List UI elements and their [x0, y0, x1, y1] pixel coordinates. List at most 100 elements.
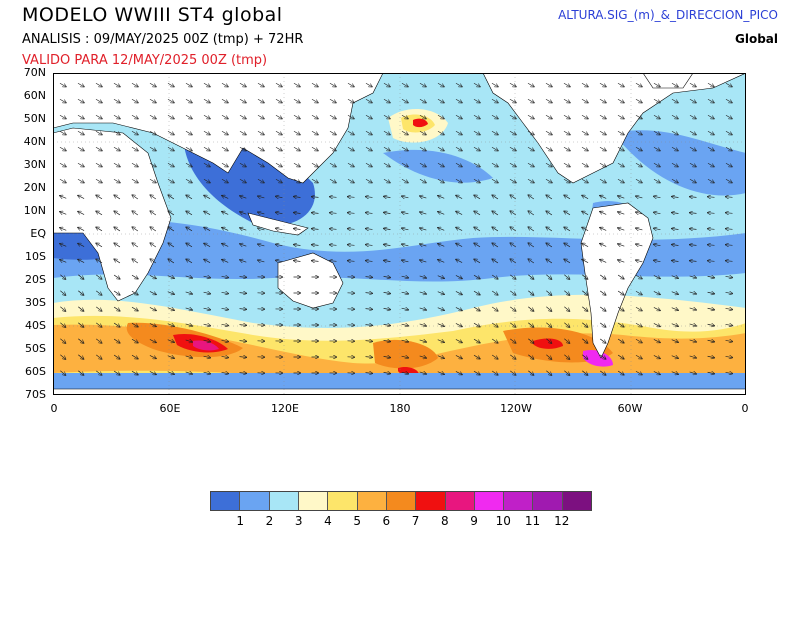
direction-arrow	[473, 338, 480, 343]
storm-core	[193, 340, 219, 351]
direction-arrow	[419, 292, 427, 294]
direction-arrow	[708, 245, 715, 246]
direction-arrow	[402, 212, 409, 214]
direction-arrow	[95, 162, 102, 167]
direction-arrow	[132, 259, 139, 264]
direction-arrow	[654, 244, 661, 245]
lon-label: 120W	[500, 402, 532, 415]
direction-arrow	[509, 82, 516, 87]
direction-arrow	[167, 178, 174, 183]
calm-zone	[53, 219, 746, 282]
direction-arrow	[221, 308, 229, 309]
direction-arrow	[437, 98, 444, 103]
direction-arrow	[113, 306, 120, 311]
direction-arrow	[419, 162, 426, 167]
direction-arrow	[473, 290, 480, 295]
direction-arrow	[77, 146, 84, 151]
direction-arrow	[131, 274, 138, 279]
direction-arrow	[275, 98, 282, 103]
direction-arrow	[599, 306, 606, 311]
direction-arrow	[383, 178, 390, 183]
direction-arrow	[276, 244, 283, 245]
direction-arrow	[402, 196, 409, 198]
direction-arrow	[546, 259, 553, 264]
direction-arrow	[582, 195, 589, 199]
direction-arrow	[455, 114, 462, 119]
direction-arrow	[528, 259, 535, 264]
lat-label: 70S	[25, 388, 46, 401]
color-scale-label: 3	[294, 514, 303, 528]
direction-arrow	[384, 196, 391, 197]
direction-arrow	[564, 195, 571, 200]
direction-arrow	[438, 260, 445, 263]
direction-arrow	[150, 243, 157, 248]
direction-arrow	[653, 323, 660, 326]
lon-label: 60E	[159, 402, 181, 415]
direction-arrow	[402, 260, 409, 262]
direction-arrow	[420, 212, 427, 214]
direction-arrow	[113, 114, 120, 119]
direction-arrow	[473, 114, 480, 119]
direction-arrow	[563, 130, 570, 135]
direction-arrow	[239, 277, 247, 278]
direction-arrow	[437, 292, 444, 295]
direction-arrow	[527, 146, 534, 151]
direction-arrow	[635, 338, 642, 343]
direction-arrow	[185, 114, 192, 119]
direction-arrow	[203, 276, 211, 278]
lat-label: EQ	[30, 227, 46, 240]
direction-arrow	[114, 211, 121, 216]
direction-arrow	[312, 245, 319, 246]
direction-arrow	[545, 162, 552, 167]
direction-arrow	[60, 274, 65, 279]
direction-arrow	[167, 324, 174, 327]
direction-arrow	[707, 130, 714, 135]
direction-arrow	[203, 178, 210, 183]
direction-arrow	[725, 130, 732, 135]
color-swatch	[416, 492, 446, 510]
direction-arrow	[653, 307, 660, 310]
direction-arrow	[347, 162, 354, 167]
direction-arrow	[329, 162, 336, 167]
direction-arrow	[599, 114, 606, 119]
direction-arrow	[437, 178, 444, 183]
direction-arrow	[546, 370, 551, 375]
direction-arrow	[257, 178, 264, 183]
direction-arrow	[239, 357, 247, 358]
direction-arrow	[167, 292, 174, 295]
direction-arrow	[527, 114, 534, 119]
direction-arrow	[581, 178, 588, 183]
direction-arrow	[725, 308, 733, 309]
direction-arrow	[635, 274, 642, 279]
direction-arrow	[419, 324, 427, 326]
direction-arrow	[60, 338, 65, 343]
direction-arrow	[383, 82, 390, 87]
color-swatch	[445, 492, 475, 510]
direction-arrow	[617, 370, 624, 375]
direction-arrow	[221, 82, 228, 87]
direction-arrow	[365, 325, 373, 326]
direction-arrow	[167, 146, 174, 151]
direction-arrow	[185, 356, 193, 358]
peak-direction-arrows	[59, 82, 733, 375]
direction-arrow	[149, 307, 156, 310]
direction-arrow	[113, 290, 120, 295]
direction-arrow	[78, 354, 83, 359]
lon-label: 120E	[271, 402, 299, 415]
direction-arrow	[455, 275, 462, 278]
direction-arrow	[131, 98, 138, 103]
direction-arrow	[257, 146, 264, 151]
direction-arrow	[491, 82, 498, 87]
direction-arrow	[203, 162, 210, 167]
direction-arrow	[455, 98, 462, 103]
direction-arrow	[401, 276, 409, 278]
direction-arrow	[222, 212, 229, 215]
direction-arrow	[59, 114, 66, 119]
direction-arrow	[707, 324, 715, 326]
direction-arrow	[672, 197, 679, 198]
direction-arrow	[60, 370, 65, 375]
direction-arrow	[491, 114, 498, 119]
direction-arrow	[95, 338, 102, 343]
direction-arrow	[690, 229, 697, 230]
direction-arrow	[149, 275, 156, 278]
